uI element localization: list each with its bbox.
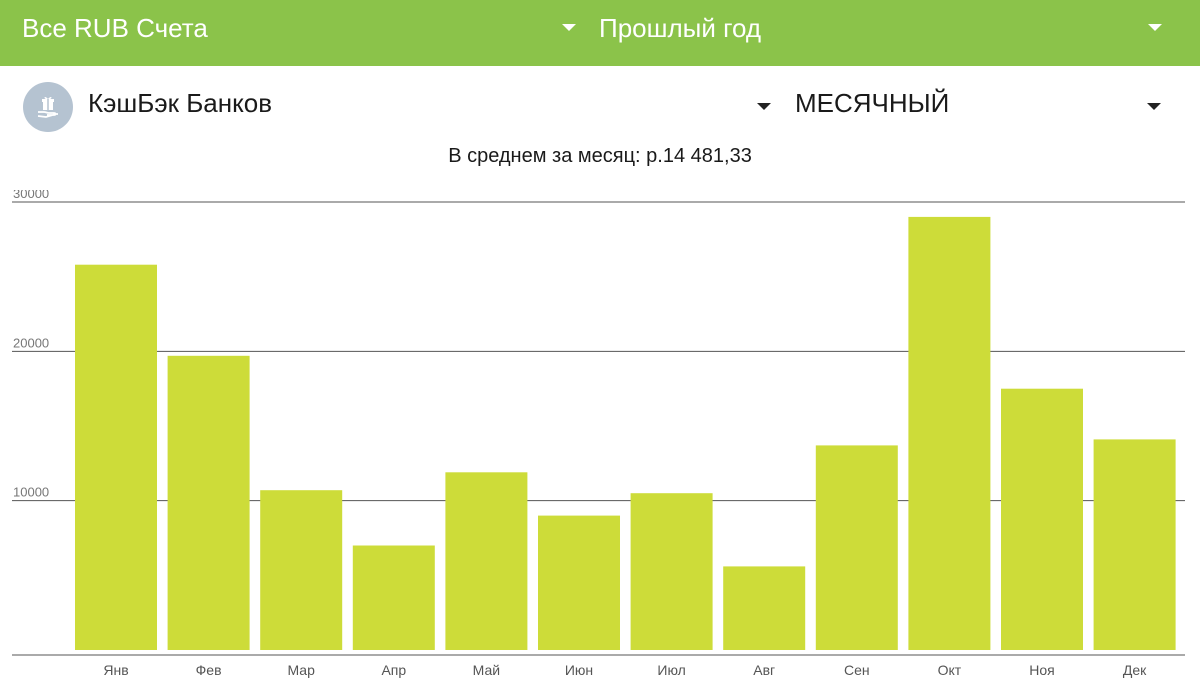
bar-Июн[interactable] [538,515,620,650]
bar-Сен[interactable] [815,445,898,650]
bar-Июл[interactable] [630,493,713,650]
chart-bars [75,216,1176,651]
x-tick-label: Апр [381,662,406,678]
x-tick-label: Авг [753,662,775,678]
bar-Апр[interactable] [352,545,435,651]
bar-Мар[interactable] [260,490,343,650]
y-tick-label: 10000 [13,485,49,500]
bar-chart: 10000 20000 30000 Янв Фев Мар Апр Май Июн Июл Авг… [12,190,1185,678]
y-tick-label: 20000 [13,335,49,350]
y-tick-label: 30000 [13,190,49,201]
average-summary: В среднем за месяц: р.14 481,33 [448,145,752,167]
period-selector[interactable]: Прошлый год [599,0,1169,56]
gift-hand-icon [23,82,73,132]
chevron-down-icon [562,24,576,31]
x-tick-label: Окт [938,662,962,678]
bar-Фев[interactable] [167,355,250,650]
x-tick-label: Ноя [1029,662,1054,678]
account-selector-label: Все RUB Счета [22,12,208,43]
filter-row: КэшБэк Банков МЕСЯЧНЫЙ [0,66,1200,146]
x-tick-label: Фев [196,662,222,678]
x-tick-label: Мар [287,662,315,678]
chevron-down-icon[interactable] [757,103,771,110]
interval-selector[interactable]: МЕСЯЧНЫЙ [795,88,950,118]
x-tick-label: Сен [844,662,870,678]
bar-Дек[interactable] [1093,439,1176,650]
bar-Янв[interactable] [75,264,157,650]
x-tick-label: Июн [565,662,593,678]
category-selector[interactable]: КэшБэк Банков [88,88,273,118]
x-tick-label: Май [473,662,500,678]
bar-Май[interactable] [445,472,528,650]
chart-y-labels: 10000 20000 30000 [13,190,49,500]
bar-Окт[interactable] [908,216,991,650]
chevron-down-icon[interactable] [1147,103,1161,110]
x-tick-label: Янв [103,662,128,678]
account-selector[interactable]: Все RUB Счета [22,0,582,56]
x-tick-label: Июл [657,662,685,678]
chart-x-labels: Янв Фев Мар Апр Май Июн Июл Авг Сен Окт Ноя Дек [103,662,1147,678]
bar-Ноя[interactable] [1001,388,1083,650]
x-tick-label: Дек [1123,662,1147,678]
period-selector-label: Прошлый год [599,12,762,43]
bar-Авг[interactable] [723,566,806,650]
chevron-down-icon [1148,24,1162,31]
top-bar: Все RUB Счета Прошлый год [0,0,1200,66]
